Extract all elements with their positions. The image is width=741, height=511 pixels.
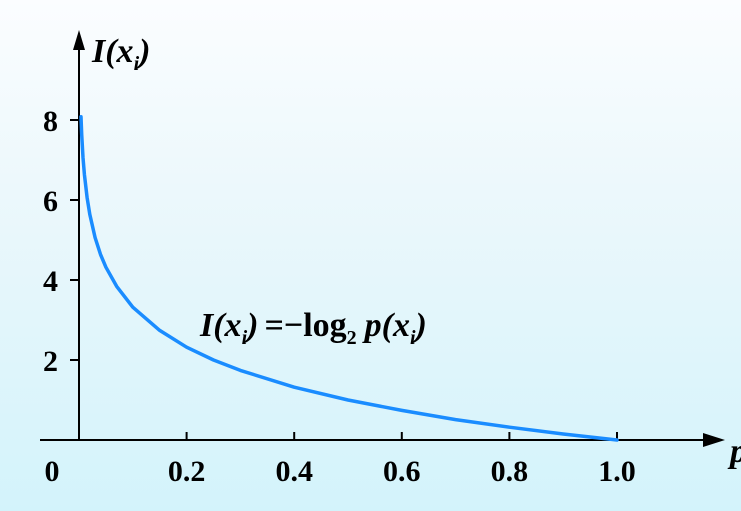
x-axis-title: p <box>727 433 741 470</box>
y-axis-title: I(xi) <box>91 33 150 75</box>
x-ticks: 0.2 0.4 0.6 0.8 1.0 <box>168 432 636 488</box>
x-tick-label: 0.8 <box>491 455 529 488</box>
y-tick-label: 2 <box>43 345 58 378</box>
x-tick-label: 0.2 <box>168 455 206 488</box>
y-tick-label: 8 <box>43 105 58 138</box>
x-tick-label: 1.0 <box>598 455 636 488</box>
origin-label: 0 <box>45 455 60 488</box>
series-layer <box>79 115 619 442</box>
y-tick-label: 4 <box>43 265 58 298</box>
y-axis-arrow <box>73 30 85 50</box>
series-line <box>79 115 619 442</box>
y-ticks: 2 4 6 8 <box>43 105 79 378</box>
x-axis-arrow <box>703 433 725 447</box>
y-tick-label: 6 <box>43 185 58 218</box>
formula-annotation: I(xi) =−log2 p(xi) <box>199 307 427 349</box>
x-tick-label: 0.6 <box>383 455 421 488</box>
x-tick-label: 0.4 <box>275 455 313 488</box>
